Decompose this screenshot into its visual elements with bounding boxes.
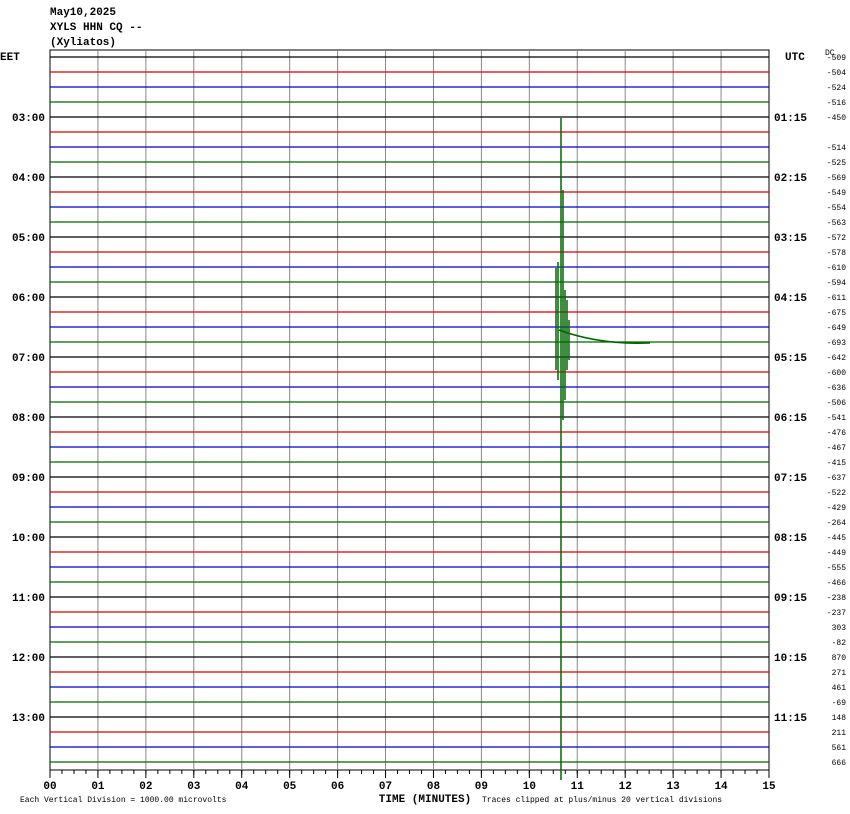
offset-label: -449	[827, 549, 846, 558]
offset-label: 271	[832, 669, 847, 678]
x-tick-label: 09	[475, 781, 488, 793]
eet-time: 07:00	[12, 353, 45, 365]
offset-label: -525	[827, 159, 846, 168]
offset-label: -675	[827, 309, 846, 318]
utc-time: 04:15	[774, 293, 807, 305]
plot-frame	[49, 49, 770, 771]
x-tick-label: 12	[619, 781, 632, 793]
offset-label: 211	[832, 729, 847, 738]
offset-label: -506	[827, 399, 846, 408]
footer-left: Each Vertical Division = 1000.00 microvo…	[20, 796, 227, 805]
offset-label: 303	[832, 624, 847, 633]
offset-label: -649	[827, 324, 846, 333]
utc-time: 07:15	[774, 473, 807, 485]
eet-time: 11:00	[12, 593, 45, 605]
eet-time: 03:00	[12, 113, 45, 125]
x-tick-label: 04	[235, 781, 249, 793]
x-tick-label: 03	[187, 781, 201, 793]
offset-label: -600	[827, 369, 846, 378]
x-tick-label: 00	[43, 781, 56, 793]
utc-time: 01:15	[774, 113, 807, 125]
offset-label: -522	[827, 489, 846, 498]
offset-label: -415	[827, 459, 846, 468]
date: May10,2025	[50, 7, 116, 19]
offset-label: -69	[832, 699, 847, 708]
eet-time: 08:00	[12, 413, 45, 425]
traces	[50, 56, 769, 763]
offset-label: -637	[827, 474, 846, 483]
eet-time: 12:00	[12, 653, 45, 665]
utc-time: 10:15	[774, 653, 807, 665]
offset-label: -642	[827, 354, 846, 363]
offset-label: -509	[827, 54, 846, 63]
offset-label: -636	[827, 384, 846, 393]
offset-label: -541	[827, 414, 846, 423]
offset-label: -238	[827, 594, 846, 603]
utc-time: 11:15	[774, 713, 807, 725]
offset-label: -504	[827, 69, 846, 78]
x-tick-label: 07	[379, 781, 392, 793]
eet-time: 09:00	[12, 473, 45, 485]
offset-label: -693	[827, 339, 846, 348]
utc-time: 09:15	[774, 593, 807, 605]
offset-label: -578	[827, 249, 846, 258]
offset-label: 461	[832, 684, 847, 693]
utc-time: 08:15	[774, 533, 807, 545]
offset-label: 666	[832, 759, 847, 768]
offset-label: -466	[827, 579, 846, 588]
offset-label: -554	[827, 204, 846, 213]
offset-label: -549	[827, 189, 846, 198]
x-tick-label: 13	[667, 781, 681, 793]
utc-time: 02:15	[774, 173, 807, 185]
offset-label: -572	[827, 234, 846, 243]
eet-time: 06:00	[12, 293, 45, 305]
offset-label: -467	[827, 444, 846, 453]
offset-label: -555	[827, 564, 846, 573]
event-waveform	[555, 118, 651, 780]
offset-label: -610	[827, 264, 846, 273]
offset-label: 561	[832, 744, 847, 753]
left-label: EET	[0, 52, 20, 64]
offset-label: -82	[832, 639, 847, 648]
offset-label: -450	[827, 114, 846, 123]
eet-time: 04:00	[12, 173, 45, 185]
offset-label: -524	[827, 84, 846, 93]
offset-label: -563	[827, 219, 846, 228]
grid	[49, 50, 770, 778]
right-label: UTC	[785, 52, 805, 64]
x-tick-label: 14	[714, 781, 728, 793]
offset-label: -429	[827, 504, 846, 513]
eet-time: 10:00	[12, 533, 45, 545]
offset-label: DC	[825, 49, 835, 58]
footer-right: Traces clipped at plus/minus 20 vertical…	[482, 796, 722, 805]
location: (Xyliatos)	[50, 37, 116, 49]
utc-time: 06:15	[774, 413, 807, 425]
offset-label: -594	[827, 279, 846, 288]
offset-label: 870	[832, 654, 847, 663]
x-axis-label: TIME (MINUTES)	[379, 794, 471, 806]
offset-label: -237	[827, 609, 846, 618]
x-tick-label: 11	[571, 781, 585, 793]
x-tick-label: 05	[283, 781, 297, 793]
offset-label: -264	[827, 519, 846, 528]
eet-time: 05:00	[12, 233, 45, 245]
offset-label: -514	[827, 144, 846, 153]
x-tick-label: 02	[139, 781, 152, 793]
offset-label: -516	[827, 99, 846, 108]
offset-label: -476	[827, 429, 846, 438]
offset-label: 148	[832, 714, 847, 723]
utc-time: 05:15	[774, 353, 807, 365]
offset-label: -445	[827, 534, 846, 543]
eet-time: 13:00	[12, 713, 45, 725]
offset-label: -569	[827, 174, 846, 183]
station: XYLS HHN CQ --	[50, 22, 142, 34]
x-tick-label: 06	[331, 781, 344, 793]
x-tick-label: 15	[762, 781, 776, 793]
x-tick-label: 01	[91, 781, 105, 793]
utc-time: 03:15	[774, 233, 807, 245]
x-tick-label: 08	[427, 781, 441, 793]
x-tick-label: 10	[523, 781, 536, 793]
offset-label: -611	[827, 294, 846, 303]
